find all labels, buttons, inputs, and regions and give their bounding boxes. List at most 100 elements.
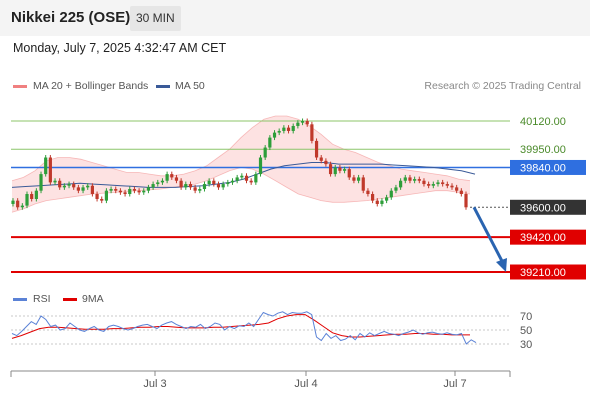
level-label-pivot: 39840.00 (520, 162, 566, 174)
candle-body (76, 187, 80, 191)
candle-body (156, 182, 160, 185)
candle-body (296, 122, 300, 126)
candle-body (202, 184, 207, 190)
candle-body (109, 189, 113, 191)
level-label-bg-support (510, 264, 586, 280)
candle-body (254, 174, 258, 183)
candle-body (212, 180, 216, 185)
candle-body (244, 175, 249, 181)
candle-body (459, 190, 463, 195)
projection-arrow-shaft (472, 206, 505, 264)
candle-body (300, 121, 305, 123)
candle-body (165, 174, 169, 181)
candle-body (118, 190, 123, 193)
instrument-title: Nikkei 225 (OSE) (11, 9, 131, 26)
candle-body (347, 169, 351, 178)
candle-body (422, 180, 426, 185)
ma50-line (11, 162, 476, 188)
candle-body (436, 182, 440, 185)
candle-body (95, 194, 99, 199)
level-label-resistance: 40120.00 (520, 116, 566, 128)
candle-body (48, 157, 52, 183)
ma50-legend-swatch (156, 85, 170, 88)
candle-body (81, 187, 85, 191)
candle-body (310, 124, 314, 141)
rsi-line (11, 311, 477, 345)
x-axis-label: Jul 3 (143, 378, 166, 390)
header-bar: Nikkei 225 (OSE) 30 MIN (0, 0, 590, 36)
candle-body (333, 167, 337, 175)
candle-body (361, 177, 365, 191)
candle-body (62, 185, 66, 188)
candle-body (16, 200, 20, 208)
candle-body (277, 130, 281, 133)
candle-body (198, 189, 202, 191)
level-label-support: 39420.00 (520, 232, 566, 244)
candle-body (282, 127, 286, 131)
ma9-legend-swatch (63, 298, 77, 301)
candle-body (356, 177, 361, 181)
level-label-resistance: 39950.00 (520, 144, 566, 156)
timestamp: Monday, July 7, 2025 4:32:47 AM CET (13, 41, 227, 55)
candle-body (20, 205, 24, 208)
candle-body (272, 132, 277, 138)
candle-body (184, 184, 188, 188)
candle-body (375, 200, 379, 204)
candle-body (408, 177, 412, 181)
candle-body (455, 187, 459, 191)
candle-body (314, 140, 319, 158)
candle-body (230, 180, 235, 183)
candle-body (263, 147, 267, 158)
bollinger-legend-swatch (13, 85, 27, 88)
candle-body (179, 180, 183, 188)
candle-body (114, 189, 118, 191)
candle-body (67, 184, 71, 186)
credit-text: Research © 2025 Trading Central (424, 80, 581, 92)
candle-body (450, 185, 454, 188)
rsi-level-label: 30 (520, 339, 532, 351)
candle-body (291, 125, 295, 131)
candle-body (53, 180, 57, 183)
candle-body (193, 187, 197, 191)
candle-body (151, 184, 155, 188)
candle-body (403, 177, 407, 181)
candle-body (399, 180, 403, 188)
level-label-bg-last (510, 199, 586, 215)
candle-body (445, 184, 449, 186)
candle-body (146, 187, 151, 191)
candle-body (123, 192, 127, 195)
candle-body (104, 190, 109, 201)
candle-body (128, 189, 132, 195)
rsi-level-label: 50 (520, 325, 532, 337)
candle-body (58, 180, 62, 188)
candle-body (25, 194, 29, 206)
candle-body (389, 190, 393, 198)
projection-arrow-head (496, 258, 507, 272)
candle-body (319, 157, 323, 161)
candle-body (370, 194, 375, 201)
candle-body (100, 198, 104, 201)
candle-body (86, 185, 90, 188)
candle-body (249, 180, 253, 183)
level-label-support: 39210.00 (520, 267, 566, 279)
level-label-bg-support (510, 229, 586, 245)
candle-body (258, 157, 263, 175)
candle-body (366, 190, 370, 195)
candle-body (417, 179, 421, 181)
candle-body (328, 164, 333, 175)
candle-body (324, 160, 328, 165)
candle-body (342, 169, 347, 171)
x-axis-label: Jul 7 (443, 378, 466, 390)
candle-body (380, 200, 384, 204)
candle-body (142, 190, 146, 193)
candle-body (90, 185, 94, 195)
candle-body (30, 194, 34, 199)
timeframe-button[interactable]: 30 MIN (130, 6, 181, 31)
candle-body (39, 174, 43, 191)
candle-body (174, 177, 179, 181)
candle-body (216, 184, 221, 188)
ma50-legend-label: MA 50 (175, 80, 205, 92)
candle-body (413, 179, 417, 181)
bollinger-band-area (12, 116, 470, 213)
